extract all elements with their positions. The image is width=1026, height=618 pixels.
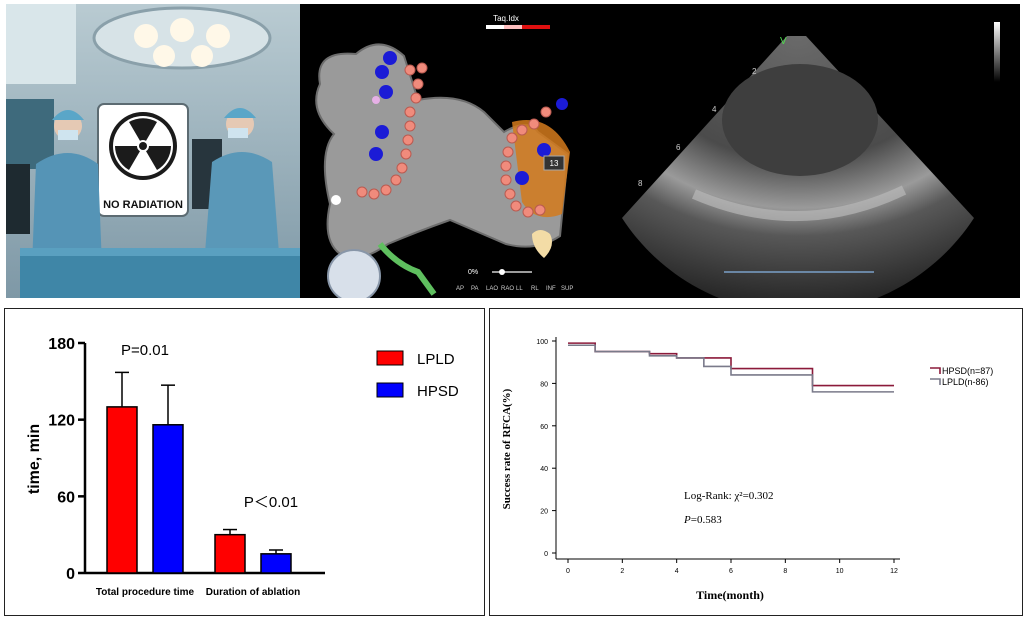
p-value-annotation: P=0.01	[121, 342, 169, 359]
view-label: AP	[456, 286, 464, 292]
marker-label: 13	[550, 159, 559, 168]
km-curve-lpld	[568, 344, 894, 393]
view-label: RL	[531, 286, 539, 292]
no-radiation-label: NO RADIATION	[103, 199, 183, 211]
x-category-label: Total procedure time	[96, 587, 195, 598]
legend-label: HPSD(n=87)	[942, 366, 993, 376]
view-label: INF	[546, 286, 556, 292]
success-rate-chart: 0 20 40 60 80 100 0 2 4 6 8 10 12 Time(month) Success …	[489, 308, 1023, 616]
x-tick-label: 6	[729, 568, 733, 575]
legend-label: HPSD	[417, 383, 459, 400]
km-curve-hpsd	[568, 342, 894, 387]
grayscale-bar	[994, 22, 1000, 82]
legend-label: LPLD(n-86)	[942, 377, 989, 387]
x-tick-label: 8	[783, 568, 787, 575]
ablation-lesions-left	[356, 62, 428, 200]
y-tick-label: 0	[66, 566, 75, 583]
view-label: SUP	[561, 286, 573, 292]
x-tick-label: 0	[566, 568, 570, 575]
ultrasound-image: V 2 4 6 8	[584, 4, 1020, 298]
x-tick-label: 10	[836, 568, 844, 575]
x-tick-label: 4	[675, 568, 679, 575]
y-tick-label: 60	[57, 489, 75, 506]
legend-label: LPLD	[417, 351, 455, 368]
x-tick-label: 12	[890, 568, 898, 575]
heart-orientation-icon	[532, 230, 552, 258]
y-tick-label: 40	[540, 466, 548, 473]
legend-swatch	[930, 367, 941, 374]
view-label: RAO	[501, 286, 514, 292]
operating-room-image: NO RADIATION	[6, 4, 300, 298]
x-tick-label: 2	[620, 568, 624, 575]
x-axis-label: Time(month)	[696, 588, 764, 602]
electroanatomical-map-image: Taq.Idx 13	[300, 4, 584, 298]
view-label: LL	[516, 286, 523, 292]
view-label: PA	[471, 286, 479, 292]
v-marker-label: V	[780, 36, 787, 47]
depth-label: 8	[638, 179, 643, 188]
legend-swatch	[930, 378, 941, 385]
radiation-icon	[109, 112, 177, 180]
depth-label: 6	[676, 143, 681, 152]
surgeon-left	[32, 110, 102, 266]
view-label: LAO	[486, 286, 498, 292]
bar-hpsd	[260, 553, 292, 574]
taq-idx-label: Taq.Idx	[493, 14, 519, 23]
y-tick-label: 100	[536, 339, 548, 346]
y-tick-label: 80	[540, 381, 548, 388]
y-tick-label: 180	[48, 336, 75, 353]
log-rank-annotation: Log-Rank: χ²=0.302	[684, 490, 774, 502]
p-value-annotation: P=0.583	[683, 514, 722, 526]
percent-label: 0%	[468, 269, 478, 276]
y-tick-label: 0	[544, 551, 548, 558]
bar-hpsd	[152, 424, 184, 574]
y-axis-label: Success rate of RFCA(%)	[501, 388, 513, 509]
y-tick-label: 60	[540, 424, 548, 431]
bar-lpld	[106, 406, 138, 574]
legend-swatch	[376, 382, 404, 398]
depth-label: 2	[752, 67, 757, 76]
depth-label: 4	[712, 105, 717, 114]
legend-swatch	[376, 350, 404, 366]
y-tick-label: 20	[540, 509, 548, 516]
p-value-annotation: P＜0.01	[244, 494, 298, 511]
procedure-time-chart: 0 60 120 180 time, min Total procedure time Du…	[4, 308, 485, 616]
surgeon-right	[204, 108, 280, 266]
orientation-dial	[327, 249, 381, 298]
y-axis-label: time, min	[26, 424, 43, 494]
y-tick-label: 120	[48, 413, 75, 430]
bar-lpld	[214, 533, 246, 574]
radiation-sign: NO RADIATION	[97, 103, 189, 217]
x-category-label: Duration of ablation	[206, 587, 300, 598]
ablation-lesions-right	[500, 106, 552, 218]
